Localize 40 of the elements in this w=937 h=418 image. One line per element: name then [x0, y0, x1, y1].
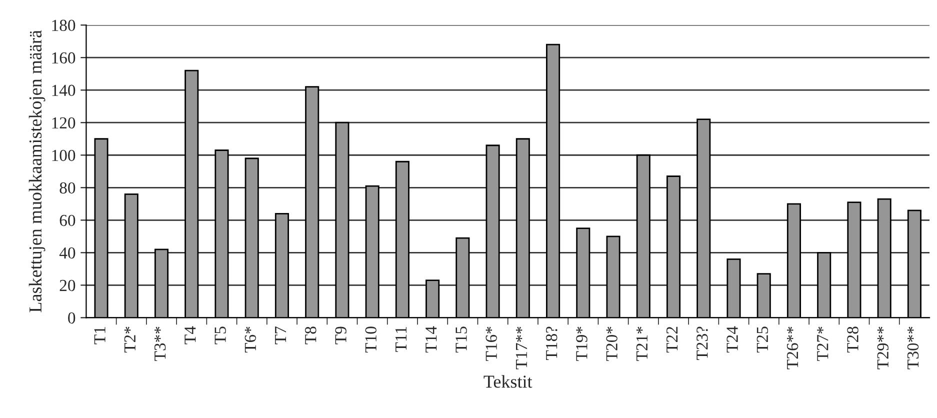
- x-tick-label: T26**: [786, 326, 798, 370]
- x-tick-label: T23?: [696, 326, 708, 360]
- x-tick-label: T29**: [877, 326, 888, 370]
- x-tick-label: T10: [365, 326, 376, 353]
- x-tick-label: T3**: [154, 326, 166, 361]
- x-tick-label: T20*: [606, 326, 618, 361]
- x-tick-label: T16*: [486, 326, 497, 361]
- y-tick-label: 20: [60, 280, 76, 292]
- y-tick-label: 180: [52, 20, 76, 32]
- y-tick-label: 40: [59, 247, 76, 259]
- x-tick-label: T5: [214, 326, 226, 344]
- x-tick-label: T6*: [244, 326, 256, 353]
- x-tick-label: T7: [275, 326, 286, 344]
- x-tick-label: T27*: [817, 326, 828, 361]
- x-tick-label: T19*: [576, 326, 588, 361]
- x-tick-label: T8: [305, 326, 316, 344]
- x-tick-label: T21*: [636, 326, 648, 361]
- x-tick-label: T14: [426, 326, 437, 353]
- x-tick-label: T11: [395, 327, 406, 352]
- y-axis-title: Laskettujen muokkaamistekojen määrä: [28, 30, 46, 312]
- x-tick-label: T25: [756, 326, 768, 353]
- y-tick-label: 80: [60, 182, 76, 194]
- x-tick-label: T17**: [516, 326, 527, 370]
- x-tick-label: T4: [184, 326, 196, 344]
- x-tick-label: T30**: [907, 326, 919, 370]
- x-tick-label: T9: [335, 326, 346, 344]
- y-tick-label: 60: [60, 214, 76, 226]
- x-tick-label: T24: [726, 326, 738, 353]
- x-tick-label: T15: [456, 326, 467, 353]
- y-tick-label: 160: [52, 52, 76, 64]
- x-axis-title: Tekstit: [484, 375, 532, 388]
- y-tick-label: 0: [68, 312, 76, 324]
- x-tick-label: T22: [666, 326, 678, 353]
- x-tick-label: T18?: [546, 326, 558, 360]
- x-tick-label: T28: [847, 326, 858, 353]
- y-tick-label: 140: [52, 84, 76, 96]
- x-tick-label: T2*: [124, 326, 136, 353]
- x-tick-label: T1: [94, 327, 106, 344]
- y-tick-label: 120: [52, 117, 76, 129]
- y-tick-label: 100: [52, 150, 76, 162]
